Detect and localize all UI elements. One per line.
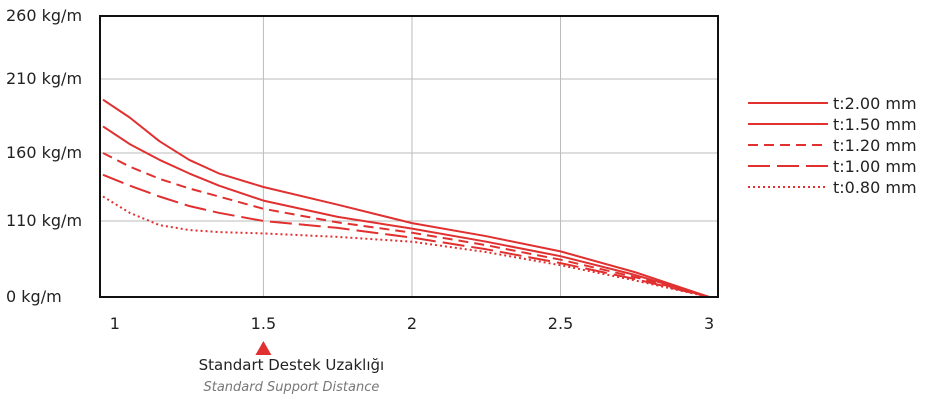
legend-label: t:1.50 mm [833,115,917,134]
series-line [102,98,710,298]
support-distance-annotation: Standart Destek Uzaklığı Standard Suppor… [199,341,385,395]
series-line [102,125,710,298]
x-tick-label: 2.5 [548,314,573,333]
legend-label: t:2.00 mm [833,94,917,113]
x-axis: 1 1.5 2 2.5 3 [110,314,714,333]
series-line [102,173,710,298]
y-tick-label: 260 kg/m [6,6,82,25]
legend-label: t:1.20 mm [833,136,917,155]
series-lines [102,98,710,298]
x-tick-label: 1 [110,314,120,333]
x-tick-label: 3 [704,314,714,333]
plot-frame [99,15,719,298]
x-tick-label: 1.5 [251,314,276,333]
series-line [102,195,710,298]
series-line [102,152,710,298]
grid-lines [100,16,718,297]
y-tick-label: 160 kg/m [6,143,82,162]
support-distance-marker [255,341,272,355]
y-tick-label: 0 kg/m [6,287,62,306]
legend-label: t:0.80 mm [833,178,917,197]
y-tick-label: 110 kg/m [6,211,82,230]
support-distance-sublabel: Standard Support Distance [203,380,379,395]
legend: t:2.00 mm t:1.50 mm t:1.20 mm t:1.00 mm t:0.… [748,94,917,197]
y-axis: 0 kg/m 110 kg/m 160 kg/m 210 kg/m 260 kg/m [6,6,82,306]
legend-label: t:1.00 mm [833,157,917,176]
x-tick-label: 2 [407,314,417,333]
support-distance-label: Standart Destek Uzaklığı [199,356,385,374]
y-tick-label: 210 kg/m [6,69,82,88]
